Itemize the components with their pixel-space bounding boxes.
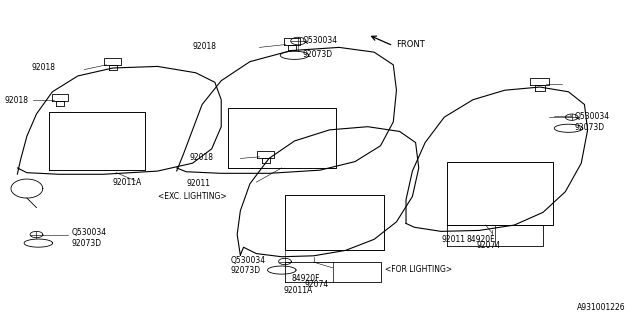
Text: 92073D: 92073D [231,266,261,275]
Text: FRONT: FRONT [396,40,425,49]
Text: 84920F: 84920F [291,274,320,283]
Text: 92011A: 92011A [283,285,312,295]
Text: 92073D: 92073D [302,50,332,59]
Text: 92011A: 92011A [113,178,142,187]
Text: 84920F: 84920F [467,236,495,244]
Text: Q530034: Q530034 [302,36,337,44]
Text: 92073D: 92073D [72,239,102,248]
Text: 92018: 92018 [4,96,29,105]
Text: 92018: 92018 [31,63,56,72]
Text: 92018: 92018 [189,153,213,162]
Text: Q530034: Q530034 [575,112,610,121]
Text: <FOR LIGHTING>: <FOR LIGHTING> [385,265,452,274]
Text: <EXC. LIGHTING>: <EXC. LIGHTING> [158,192,227,201]
Text: A931001226: A931001226 [577,303,626,312]
Text: 92074: 92074 [476,241,500,250]
Text: 92011: 92011 [186,179,210,188]
Text: 92011: 92011 [442,236,466,244]
Text: Q530034: Q530034 [72,228,107,237]
Text: 92074: 92074 [304,280,328,289]
Text: 92073D: 92073D [575,123,605,132]
Text: 92018: 92018 [193,42,216,51]
Text: Q530034: Q530034 [231,256,266,265]
